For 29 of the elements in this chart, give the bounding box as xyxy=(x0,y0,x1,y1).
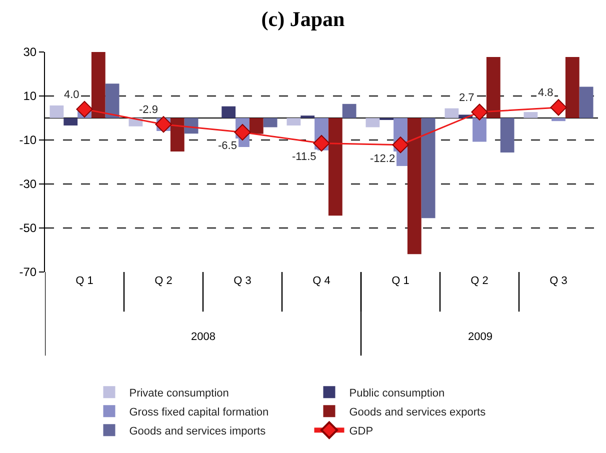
y-tick-label: -10 xyxy=(19,133,37,148)
data-label: 4.8 xyxy=(538,87,554,99)
y-tick-label: -70 xyxy=(19,265,37,280)
legend-label: Goods and services exports xyxy=(349,406,486,418)
x-tick-label: Q 1 xyxy=(76,275,94,287)
x-tick-label: Q 3 xyxy=(234,275,252,287)
data-label: 4.0 xyxy=(64,89,80,101)
legend-label: GDP xyxy=(349,425,374,438)
legend-label: Gross fixed capital formation xyxy=(129,406,269,418)
legend-label: Public consumption xyxy=(349,387,445,400)
x-tick-label: Q 3 xyxy=(550,275,568,287)
x-tick-label: Q 1 xyxy=(392,275,410,287)
data-label: -11.5 xyxy=(292,151,316,163)
x-tick-label: Q 4 xyxy=(312,275,330,287)
x-tick-label: Q 2 xyxy=(470,275,488,287)
x-tick-label: Q 2 xyxy=(154,275,172,287)
y-tick-label: -30 xyxy=(19,177,37,192)
y-tick-label: 30 xyxy=(23,45,37,60)
data-label: 2.7 xyxy=(459,92,474,104)
data-label: -2.9 xyxy=(139,104,158,116)
legend-label: Private consumption xyxy=(129,387,229,400)
text: 2008 xyxy=(191,331,216,343)
y-tick-label: 10 xyxy=(23,89,37,104)
data-label: -12.2 xyxy=(370,153,396,165)
text: 2009 xyxy=(468,331,492,343)
chart-title: (c) Japan xyxy=(261,7,346,32)
legend-label: Goods and services imports xyxy=(129,425,266,438)
data-label: -6.5 xyxy=(218,140,237,152)
y-tick-label: -50 xyxy=(19,221,37,236)
